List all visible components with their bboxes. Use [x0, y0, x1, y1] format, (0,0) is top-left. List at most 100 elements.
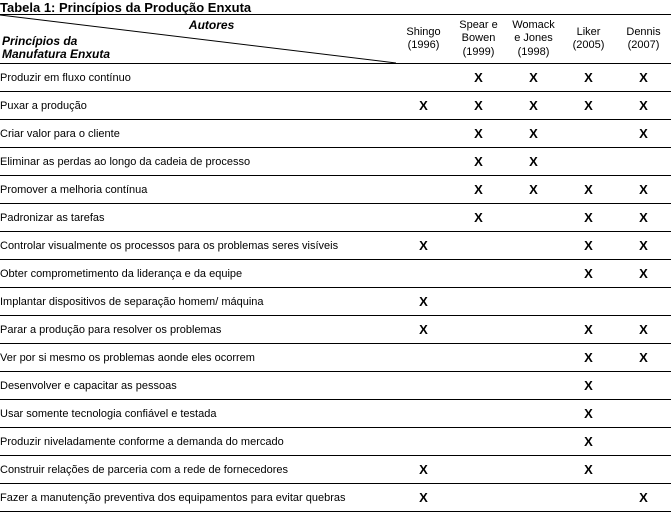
- table-row: Produzir niveladamente conforme a demand…: [0, 428, 671, 456]
- mark-cell: X: [561, 456, 616, 484]
- table-row: Puxar a produçãoXXXXX: [0, 92, 671, 120]
- mark-cell: X: [506, 176, 561, 204]
- row-label: Promover a melhoria contínua: [0, 176, 396, 204]
- mark-cell: X: [396, 92, 451, 120]
- mark-cell: X: [561, 92, 616, 120]
- row-label: Produzir em fluxo contínuo: [0, 64, 396, 92]
- mark-cell: X: [396, 288, 451, 316]
- mark-cell: [616, 400, 671, 428]
- mark-cell: X: [561, 176, 616, 204]
- mark-cell: [506, 428, 561, 456]
- mark-cell: X: [396, 484, 451, 512]
- mark-cell: X: [561, 316, 616, 344]
- mark-cell: [506, 232, 561, 260]
- mark-cell: [616, 428, 671, 456]
- mark-cell: [616, 148, 671, 176]
- mark-cell: [506, 316, 561, 344]
- mark-cell: X: [451, 176, 506, 204]
- row-label: Parar a produção para resolver os proble…: [0, 316, 396, 344]
- mark-cell: X: [561, 260, 616, 288]
- mark-cell: [396, 204, 451, 232]
- mark-cell: [396, 372, 451, 400]
- mark-cell: X: [561, 400, 616, 428]
- row-label: Implantar dispositivos de separação home…: [0, 288, 396, 316]
- mark-cell: X: [616, 92, 671, 120]
- mark-cell: X: [616, 316, 671, 344]
- table-row: Controlar visualmente os processos para …: [0, 232, 671, 260]
- mark-cell: [506, 484, 561, 512]
- row-label: Ver por si mesmo os problemas aonde eles…: [0, 344, 396, 372]
- header-authors-label: Autores: [189, 18, 234, 32]
- row-label: Fazer a manutenção preventiva dos equipa…: [0, 484, 396, 512]
- row-label: Produzir niveladamente conforme a demand…: [0, 428, 396, 456]
- mark-cell: X: [616, 176, 671, 204]
- mark-cell: X: [561, 204, 616, 232]
- mark-cell: [396, 120, 451, 148]
- mark-cell: [396, 64, 451, 92]
- mark-cell: [506, 372, 561, 400]
- table-row: Produzir em fluxo contínuoXXXX: [0, 64, 671, 92]
- mark-cell: X: [616, 344, 671, 372]
- row-label: Eliminar as perdas ao longo da cadeia de…: [0, 148, 396, 176]
- table-body: Produzir em fluxo contínuoXXXXPuxar a pr…: [0, 64, 671, 512]
- table-row: Parar a produção para resolver os proble…: [0, 316, 671, 344]
- mark-cell: X: [616, 232, 671, 260]
- mark-cell: [451, 456, 506, 484]
- header-principles-label: Princípios da Manufatura Enxuta: [2, 35, 110, 61]
- table-row: Construir relações de parceria com a red…: [0, 456, 671, 484]
- mark-cell: [506, 288, 561, 316]
- page-root: Tabela 1: Princípios da Produção Enxuta …: [0, 0, 671, 522]
- mark-cell: [451, 372, 506, 400]
- table-row: Promover a melhoria contínuaXXXX: [0, 176, 671, 204]
- col-header-2: Spear e Bowen (1999): [451, 15, 506, 64]
- mark-cell: X: [506, 148, 561, 176]
- mark-cell: [506, 456, 561, 484]
- mark-cell: [451, 428, 506, 456]
- mark-cell: X: [451, 148, 506, 176]
- col-header-3: Womack e Jones (1998): [506, 15, 561, 64]
- mark-cell: X: [506, 92, 561, 120]
- row-label: Padronizar as tarefas: [0, 204, 396, 232]
- mark-cell: [506, 344, 561, 372]
- mark-cell: [561, 484, 616, 512]
- row-label: Usar somente tecnologia confiável e test…: [0, 400, 396, 428]
- mark-cell: X: [396, 316, 451, 344]
- mark-cell: X: [451, 120, 506, 148]
- mark-cell: X: [561, 428, 616, 456]
- mark-cell: X: [451, 204, 506, 232]
- mark-cell: X: [396, 456, 451, 484]
- table-row: Eliminar as perdas ao longo da cadeia de…: [0, 148, 671, 176]
- mark-cell: X: [451, 92, 506, 120]
- table-row: Usar somente tecnologia confiável e test…: [0, 400, 671, 428]
- mark-cell: [396, 400, 451, 428]
- table-container: Autores Princípios da Manufatura Enxuta …: [0, 14, 671, 512]
- table-row: Obter comprometimento da liderança e da …: [0, 260, 671, 288]
- mark-cell: [561, 288, 616, 316]
- mark-cell: [396, 344, 451, 372]
- mark-cell: [561, 148, 616, 176]
- table-row: Desenvolver e capacitar as pessoas X: [0, 372, 671, 400]
- mark-cell: X: [616, 64, 671, 92]
- row-label: Criar valor para o cliente: [0, 120, 396, 148]
- row-label: Construir relações de parceria com a red…: [0, 456, 396, 484]
- row-label: Puxar a produção: [0, 92, 396, 120]
- mark-cell: [396, 428, 451, 456]
- table-header-row: Autores Princípios da Manufatura Enxuta …: [0, 15, 671, 64]
- mark-cell: X: [561, 372, 616, 400]
- mark-cell: [451, 316, 506, 344]
- row-label: Desenvolver e capacitar as pessoas: [0, 372, 396, 400]
- table-row: Fazer a manutenção preventiva dos equipa…: [0, 484, 671, 512]
- mark-cell: [396, 176, 451, 204]
- mark-cell: X: [506, 64, 561, 92]
- mark-cell: [506, 260, 561, 288]
- mark-cell: [396, 260, 451, 288]
- mark-cell: X: [561, 232, 616, 260]
- mark-cell: [451, 232, 506, 260]
- mark-cell: X: [451, 64, 506, 92]
- row-label: Controlar visualmente os processos para …: [0, 232, 396, 260]
- mark-cell: [561, 120, 616, 148]
- principles-table: Autores Princípios da Manufatura Enxuta …: [0, 14, 671, 512]
- col-header-5: Dennis (2007): [616, 15, 671, 64]
- mark-cell: X: [396, 232, 451, 260]
- row-label: Obter comprometimento da liderança e da …: [0, 260, 396, 288]
